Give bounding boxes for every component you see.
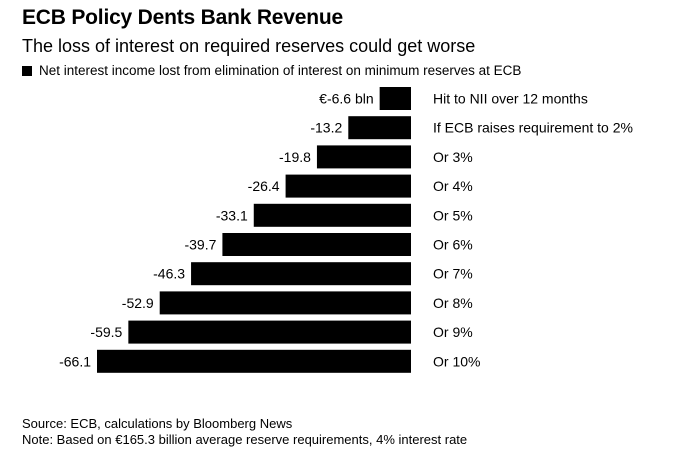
category-label: Or 10% [433, 353, 480, 369]
value-label: -39.7 [184, 237, 216, 253]
bar [316, 145, 411, 169]
bar [253, 203, 411, 227]
category-label: Or 3% [433, 149, 473, 165]
bar [191, 262, 411, 286]
value-label: -33.1 [216, 207, 248, 223]
category-label: Or 4% [433, 178, 473, 194]
legend: Net interest income lost from eliminatio… [22, 63, 521, 78]
value-label: -66.1 [59, 353, 91, 369]
bar [379, 87, 411, 110]
bar [128, 320, 412, 344]
legend-swatch [22, 65, 32, 76]
value-label: -46.3 [153, 266, 185, 282]
value-label: -59.5 [90, 324, 122, 340]
bar [285, 174, 411, 198]
category-label: Or 7% [433, 266, 473, 282]
category-label: If ECB raises requirement to 2% [433, 120, 633, 136]
value-label: -26.4 [248, 178, 280, 194]
chart-subtitle: The loss of interest on required reserve… [22, 36, 476, 56]
bar [348, 116, 411, 140]
value-label: -52.9 [122, 295, 154, 311]
category-label: Or 9% [433, 324, 473, 340]
footnote: Note: Based on €165.3 billion average re… [22, 432, 468, 447]
category-label: Or 5% [433, 207, 473, 223]
bar [97, 349, 411, 373]
chart-title: ECB Policy Dents Bank Revenue [22, 6, 343, 29]
value-label: -13.2 [310, 120, 342, 136]
legend-label: Net interest income lost from eliminatio… [39, 63, 522, 78]
bar [222, 233, 411, 256]
category-label: Hit to NII over 12 months [433, 91, 588, 107]
category-label: Or 8% [433, 295, 473, 311]
value-label: -19.8 [279, 149, 311, 165]
source-note: Source: ECB, calculations by Bloomberg N… [22, 416, 293, 431]
value-label: €-6.6 bln [319, 91, 373, 107]
bar [159, 291, 411, 315]
category-label: Or 6% [433, 237, 473, 253]
